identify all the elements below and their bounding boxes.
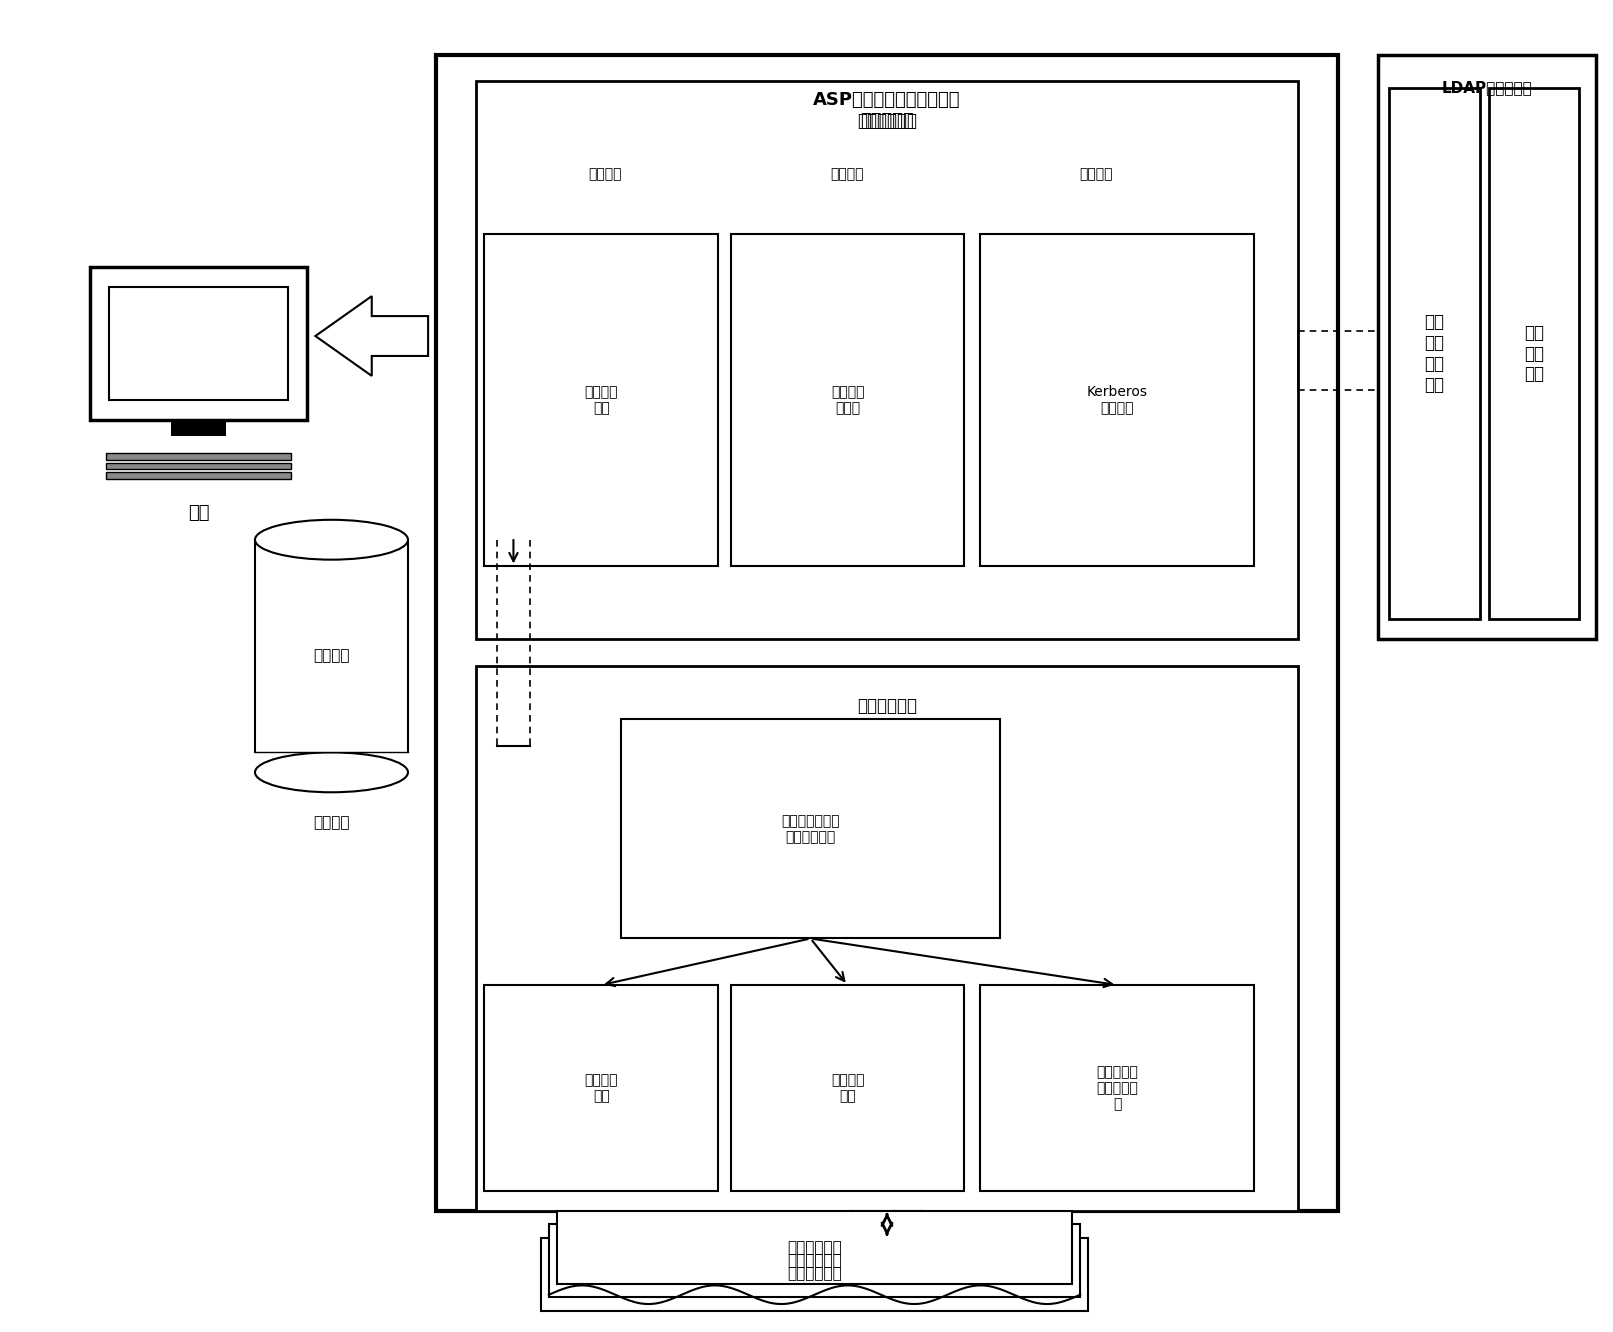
FancyBboxPatch shape: [110, 288, 289, 400]
FancyBboxPatch shape: [90, 268, 308, 420]
Text: 访问
控制
策略: 访问 控制 策略: [1524, 324, 1544, 384]
FancyBboxPatch shape: [436, 55, 1337, 1211]
Text: 制造设计服务: 制造设计服务: [787, 1240, 842, 1255]
Text: 时间区间
约束: 时间区间 约束: [584, 1074, 618, 1103]
Text: 用户: 用户: [187, 503, 210, 522]
Text: 一次性口
令认证: 一次性口 令认证: [831, 385, 865, 416]
FancyBboxPatch shape: [981, 234, 1255, 566]
Bar: [255, 539, 408, 753]
FancyBboxPatch shape: [981, 984, 1255, 1191]
Polygon shape: [316, 296, 427, 376]
FancyBboxPatch shape: [621, 719, 1000, 939]
FancyBboxPatch shape: [1489, 88, 1579, 619]
Ellipse shape: [255, 753, 408, 793]
Bar: [106, 472, 290, 478]
Text: 具有时间扩展的
角色访问控制: 具有时间扩展的 角色访问控制: [781, 814, 840, 844]
Text: 时间长度
约束: 时间长度 约束: [831, 1074, 865, 1103]
Text: 铜牌用户: 铜牌用户: [589, 168, 623, 181]
Bar: [171, 420, 226, 436]
FancyBboxPatch shape: [731, 984, 965, 1191]
Text: ASP平台多级身份认证及访
问控制系统: ASP平台多级身份认证及访 问控制系统: [813, 91, 961, 129]
Text: 金牌用户: 金牌用户: [1079, 168, 1113, 181]
FancyBboxPatch shape: [1378, 55, 1595, 639]
Text: 动态联盟服务: 动态联盟服务: [787, 1267, 842, 1281]
Bar: [106, 462, 290, 469]
Text: 产品设计服务: 产品设计服务: [787, 1253, 842, 1268]
FancyBboxPatch shape: [476, 666, 1297, 1211]
Text: 身份认证模块: 身份认证模块: [857, 112, 918, 131]
Text: 访问控制模块: 访问控制模块: [857, 697, 918, 715]
Text: 用户
统一
帐号
信息: 用户 统一 帐号 信息: [1424, 313, 1445, 394]
Text: 免费服务: 免费服务: [313, 649, 350, 663]
FancyBboxPatch shape: [556, 1211, 1073, 1284]
FancyBboxPatch shape: [540, 1237, 1089, 1311]
Text: 时间区间内
时间长度约
束: 时间区间内 时间长度约 束: [1097, 1064, 1139, 1111]
FancyBboxPatch shape: [476, 81, 1297, 639]
Text: 单一口令
认证: 单一口令 认证: [584, 385, 618, 416]
Text: 银牌用户: 银牌用户: [831, 168, 863, 181]
Ellipse shape: [255, 519, 408, 559]
Text: LDAP目录服务器: LDAP目录服务器: [1442, 80, 1532, 96]
FancyBboxPatch shape: [731, 234, 965, 566]
FancyBboxPatch shape: [484, 984, 718, 1191]
FancyBboxPatch shape: [1389, 88, 1479, 619]
FancyBboxPatch shape: [484, 234, 718, 566]
Text: Kerberos
协议认证: Kerberos 协议认证: [1087, 385, 1148, 416]
FancyBboxPatch shape: [548, 1224, 1081, 1297]
Text: 匿名用户: 匿名用户: [313, 815, 350, 830]
Bar: [106, 453, 290, 460]
